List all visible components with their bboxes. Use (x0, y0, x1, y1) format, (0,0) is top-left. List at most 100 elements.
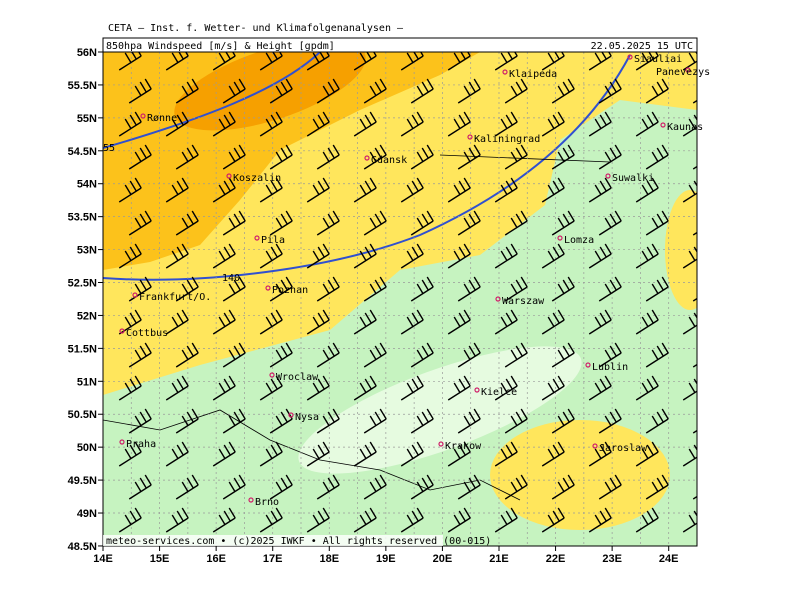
wind-barb (306, 243, 330, 269)
field-yellow-patch (665, 190, 697, 310)
footer: meteo-services.com • (c)2025 IWKF • All … (106, 536, 491, 547)
wind-barb (447, 243, 471, 269)
wind-barb (457, 342, 481, 368)
wind-barb (588, 243, 612, 269)
wind-barb (494, 243, 518, 269)
wind-barb (259, 375, 283, 401)
cities: Rønne Koszalin Gdansk Kaliningrad Klaipeda Si… (119, 54, 710, 508)
lat-label: 51.5N (68, 343, 97, 355)
city-label: Praha (126, 439, 156, 450)
wind-barb (494, 309, 518, 335)
lat-label: 56N (77, 47, 97, 59)
wind-barb (494, 177, 518, 203)
wind-barb (541, 177, 565, 203)
lat-label: 50N (77, 442, 97, 454)
city-dot (226, 173, 232, 179)
wind-barb (645, 342, 669, 368)
wind-barb (635, 243, 659, 269)
wind-barb (635, 441, 659, 467)
height-contour (103, 52, 321, 149)
lat-label: 48.5N (68, 541, 97, 553)
city-label: Kaliningrad (474, 134, 540, 145)
wind-barb (494, 52, 518, 71)
wind-barb (269, 474, 293, 500)
wind-barb (541, 111, 565, 137)
wind-barb (353, 177, 377, 203)
wind-barb (306, 52, 330, 71)
wind-barb (118, 441, 142, 467)
wind-barb (447, 111, 471, 137)
wind-barb (598, 474, 622, 500)
city-dot (585, 362, 591, 368)
wind-barb (259, 441, 283, 467)
wind-barb (128, 276, 152, 302)
field-pale-green (298, 346, 582, 474)
city-label: Frankfurt/O. (139, 292, 211, 303)
wind-barbs (118, 52, 697, 533)
border (103, 409, 521, 501)
wind-barb (682, 52, 697, 71)
valid-time: 22.05.2025 15 UTC (591, 41, 693, 52)
wind-barb (222, 342, 246, 368)
wind-barb (118, 507, 142, 533)
wind-barb (259, 309, 283, 335)
wind-barb (175, 474, 199, 500)
footer-box (103, 535, 443, 546)
wind-barb (447, 441, 471, 467)
wind-barb (353, 441, 377, 467)
wind-barb (447, 52, 471, 71)
wind-barb (269, 342, 293, 368)
wind-barb (588, 441, 612, 467)
lat-label: 53N (77, 245, 97, 257)
wind-barb (541, 52, 565, 71)
wind-barb (400, 375, 424, 401)
city-label: Brno (255, 497, 279, 508)
wind-barb (457, 78, 481, 104)
wind-barb (316, 210, 340, 236)
wind-barb (682, 378, 697, 401)
wind-barb (259, 177, 283, 203)
wind-barb (494, 507, 518, 533)
city-label: Gdansk (371, 155, 407, 166)
wind-barb (165, 177, 189, 203)
city-dot (119, 328, 125, 334)
wind-barb (551, 408, 575, 434)
wind-barb (457, 144, 481, 170)
wind-barb (400, 177, 424, 203)
wind-barb (588, 375, 612, 401)
wind-barb (400, 507, 424, 533)
wind-barb (598, 78, 622, 104)
wind-barb (259, 111, 283, 137)
wind-barb (222, 78, 246, 104)
wind-barb (410, 210, 434, 236)
wind-barb (363, 276, 387, 302)
city-dot (592, 443, 598, 449)
wind-barb (504, 144, 528, 170)
city-dot (265, 285, 271, 291)
wind-barb (128, 408, 152, 434)
wind-barb (269, 78, 293, 104)
height-contour (103, 54, 631, 281)
wind-barb (598, 210, 622, 236)
city-dot (685, 67, 691, 73)
wind-barb (541, 441, 565, 467)
wind-barb (551, 144, 575, 170)
wind-barb (118, 309, 142, 335)
wind-barb (306, 177, 330, 203)
wind-barb (363, 210, 387, 236)
wind-barb (353, 507, 377, 533)
wind-barb (457, 276, 481, 302)
wind-barb (457, 408, 481, 434)
wind-barb (353, 309, 377, 335)
wind-barb (635, 375, 659, 401)
lon-label: 21E (489, 553, 509, 565)
wind-barb (269, 144, 293, 170)
wind-barb (400, 441, 424, 467)
city-label: Jaroslaw (599, 443, 648, 454)
wind-barb (128, 210, 152, 236)
wind-barb (494, 111, 518, 137)
lat-label: 53.5N (68, 212, 97, 224)
wind-barb (165, 309, 189, 335)
city-dot (288, 412, 294, 418)
city-dot (132, 292, 138, 298)
